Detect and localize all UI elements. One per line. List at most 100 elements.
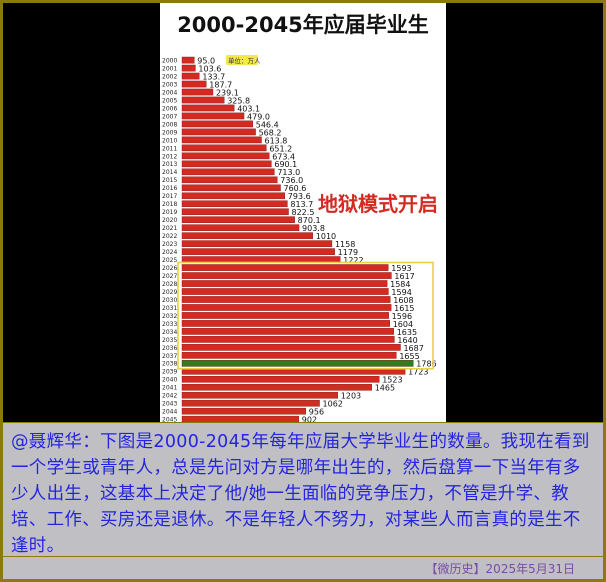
data-label: 1640 (397, 336, 417, 345)
data-label: 239.1 (216, 88, 239, 97)
data-label: 902 (302, 416, 317, 422)
bar (181, 376, 380, 383)
data-label: 1608 (393, 296, 413, 305)
footer: 【微历史】2025年5月31日 (3, 557, 603, 579)
y-tick-label: 2023 (162, 241, 177, 248)
bar (181, 352, 397, 359)
data-label: 613.8 (264, 136, 287, 145)
y-tick-label: 2033 (162, 321, 177, 328)
data-label: 956 (309, 408, 324, 417)
caption-text: @聂辉华：下图是2000-2045年每年应届大学毕业生的数量。我现在看到一个学生… (11, 432, 590, 556)
y-tick-label: 2038 (162, 361, 177, 368)
data-label: 822.5 (292, 208, 315, 217)
data-label: 1617 (394, 272, 414, 281)
y-tick-label: 2034 (162, 329, 177, 336)
bar (181, 320, 390, 327)
data-label: 1615 (394, 304, 414, 313)
y-tick-label: 2036 (162, 345, 177, 352)
bar (181, 360, 414, 367)
data-label: 1179 (338, 248, 358, 257)
data-label: 103.6 (198, 64, 221, 73)
y-tick-label: 2012 (162, 153, 177, 160)
y-tick-label: 2025 (162, 257, 177, 264)
bar (181, 272, 392, 279)
bar (181, 176, 278, 184)
data-label: 1594 (391, 288, 411, 297)
y-tick-label: 2026 (162, 265, 177, 272)
bar (181, 136, 262, 144)
bar (181, 288, 389, 295)
data-label: 133.7 (202, 72, 225, 81)
chart-panel: 2000-2045年应届毕业生 2000 95.0 2001 103.6 2002 133… (160, 3, 446, 422)
y-tick-label: 2031 (162, 305, 177, 312)
highlight-box (177, 261, 434, 370)
data-label: 325.8 (227, 96, 250, 105)
data-label: 903.8 (302, 224, 325, 233)
bar (181, 391, 338, 399)
y-tick-label: 2019 (162, 209, 177, 216)
unit-badge (226, 55, 258, 65)
data-label: 1655 (399, 352, 419, 361)
y-tick-label: 2000 (162, 58, 177, 65)
data-label: 187.7 (209, 80, 232, 89)
y-tick-label: 2037 (162, 353, 177, 360)
unit-label: 单位：万人 (228, 56, 261, 65)
data-label: 1158 (335, 240, 355, 249)
bar (181, 160, 272, 168)
data-label: 736.0 (280, 176, 303, 185)
bar (181, 415, 300, 422)
chart-title: 2000-2045年应届毕业生 (177, 13, 429, 37)
bar (181, 104, 235, 112)
data-label: 1523 (382, 376, 402, 385)
data-label: 1687 (403, 344, 423, 353)
y-tick-label: 2003 (162, 81, 177, 88)
y-tick-label: 2042 (162, 393, 177, 400)
data-label: 1604 (393, 320, 413, 329)
bar (181, 184, 281, 192)
y-tick-label: 2011 (162, 145, 177, 152)
data-label: 1465 (375, 384, 395, 393)
data-label: 1062 (323, 400, 343, 409)
data-label: 1723 (408, 368, 428, 377)
bar (181, 328, 394, 335)
y-tick-label: 2024 (162, 249, 177, 256)
bar (181, 336, 395, 343)
y-tick-label: 2010 (162, 137, 177, 144)
bar (181, 224, 300, 231)
y-tick-label: 2030 (162, 297, 177, 304)
y-tick-label: 2040 (162, 377, 177, 384)
bar (181, 232, 313, 239)
data-label: 1635 (397, 328, 417, 337)
y-tick-label: 2028 (162, 281, 177, 288)
data-label: 95.0 (197, 57, 215, 66)
y-tick-label: 2032 (162, 313, 177, 320)
bar (181, 88, 214, 96)
data-label: 713.0 (277, 168, 300, 177)
data-label: 870.1 (298, 216, 321, 225)
y-tick-label: 2009 (162, 129, 177, 136)
data-label: 1593 (391, 264, 411, 273)
bar (181, 96, 225, 104)
y-tick-label: 2035 (162, 337, 177, 344)
bar (181, 280, 388, 287)
bar (181, 128, 256, 136)
footer-source: 【微历史】2025年5月31日 (425, 562, 575, 576)
y-tick-label: 2041 (162, 385, 177, 392)
bar (181, 296, 391, 303)
bar (181, 152, 270, 160)
bar (181, 168, 275, 176)
data-label: 690.1 (274, 160, 297, 169)
y-tick-label: 2001 (162, 65, 177, 72)
y-tick-label: 2020 (162, 217, 177, 224)
bar (181, 72, 200, 80)
y-tick-label: 2043 (162, 401, 177, 408)
bar (181, 248, 335, 255)
bar (181, 64, 196, 72)
y-tick-label: 2005 (162, 97, 177, 104)
data-label: 760.6 (283, 184, 306, 193)
y-tick-label: 2002 (162, 73, 177, 80)
y-tick-label: 2045 (162, 417, 177, 422)
data-label: 1203 (341, 392, 361, 401)
y-tick-label: 2006 (162, 105, 177, 112)
data-label: 568.2 (259, 128, 282, 137)
